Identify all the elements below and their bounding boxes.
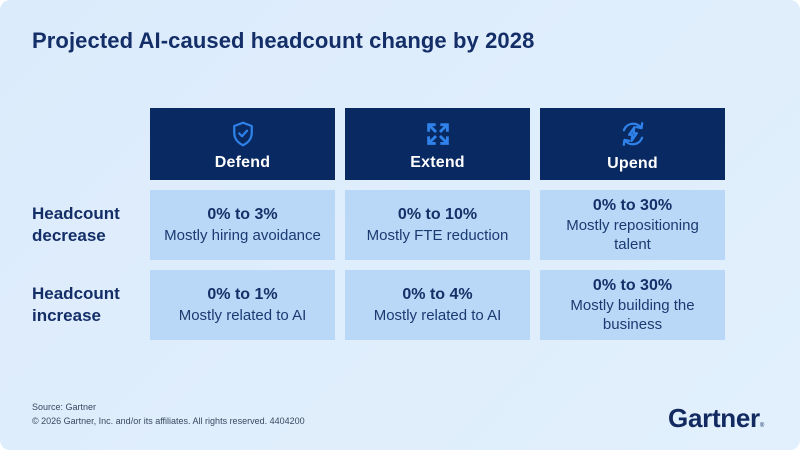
row-label-headcount-decrease: Headcount decrease: [32, 203, 120, 245]
gartner-logo: Gartner®: [668, 403, 764, 434]
cell-range: 0% to 1%: [207, 286, 278, 304]
cell-note: Mostly hiring avoidance: [164, 226, 321, 244]
row-label-headcount-increase: Headcount increase: [32, 283, 120, 325]
headcount-table: Defend Extend: [32, 108, 725, 340]
cell-decrease-defend: 0% to 3% Mostly hiring avoidance: [150, 190, 335, 260]
footer-source: Source: Gartner: [32, 402, 97, 412]
table-corner-spacer: [32, 108, 140, 180]
cell-range: 0% to 10%: [397, 206, 478, 224]
cell-range: 0% to 4%: [402, 286, 473, 304]
cell-increase-defend: 0% to 1% Mostly related to AI: [150, 270, 335, 340]
shield-check-icon: [228, 119, 258, 149]
column-header-label: Upend: [607, 154, 658, 172]
cell-note: Mostly related to AI: [178, 306, 307, 324]
cell-increase-extend: 0% to 4% Mostly related to AI: [345, 270, 530, 340]
cell-range: 0% to 3%: [207, 206, 278, 224]
expand-arrows-icon: [423, 119, 453, 149]
cell-note: Mostly building the business: [570, 297, 695, 334]
page-title: Projected AI-caused headcount change by …: [32, 28, 535, 53]
gartner-logo-text: Gartner: [668, 403, 760, 433]
cell-decrease-extend: 0% to 10% Mostly FTE reduction: [345, 190, 530, 260]
registered-mark-icon: ®: [759, 423, 764, 429]
cell-range: 0% to 30%: [592, 196, 673, 214]
cell-note: Mostly FTE reduction: [366, 226, 509, 244]
cell-note: Mostly repositioning talent: [566, 217, 699, 254]
column-header-upend: Upend: [540, 108, 725, 180]
footer-copyright: © 2026 Gartner, Inc. and/or its affiliat…: [32, 415, 305, 426]
bolt-cycle-icon: [617, 118, 649, 150]
cell-decrease-upend: 0% to 30% Mostly repositioning talent: [540, 190, 725, 260]
cell-range: 0% to 30%: [592, 276, 673, 294]
column-header-defend: Defend: [150, 108, 335, 180]
cell-increase-upend: 0% to 30% Mostly building the business: [540, 270, 725, 340]
column-header-label: Defend: [214, 153, 271, 171]
column-header-extend: Extend: [345, 108, 530, 180]
footer-attribution: Source: Gartner © 2026 Gartner, Inc. and…: [32, 401, 305, 428]
column-header-label: Extend: [410, 153, 465, 171]
cell-note: Mostly related to AI: [373, 306, 502, 324]
